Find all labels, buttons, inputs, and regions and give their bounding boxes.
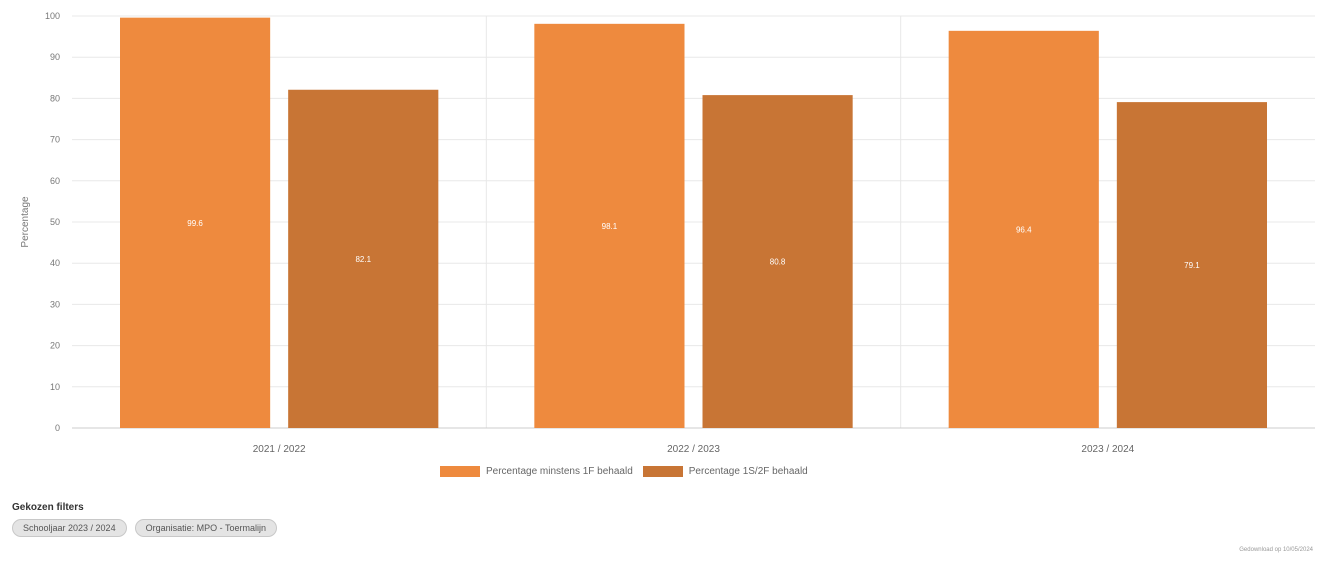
y-tick-label: 70 xyxy=(50,135,60,145)
bar xyxy=(288,89,439,429)
legend-label-series-2: Percentage 1S/2F behaald xyxy=(688,466,808,477)
filters-title: Gekozen filters xyxy=(12,502,84,513)
bar xyxy=(948,30,1099,428)
y-tick-label: 0 xyxy=(55,423,60,433)
bar xyxy=(1116,102,1267,428)
legend-item-series-1[interactable]: Percentage minstens 1F behaald xyxy=(440,466,633,477)
filter-chip-organisation[interactable]: Organisatie: MPO - Toermalijn xyxy=(134,519,277,537)
y-tick-label: 80 xyxy=(50,93,60,103)
legend-swatch-series-2 xyxy=(642,466,683,477)
chart-legend: Percentage minstens 1F behaald Percentag… xyxy=(440,466,808,477)
x-tick-label: 2021 / 2022 xyxy=(253,444,306,455)
bar xyxy=(120,17,271,428)
bar-data-label: 79.1 xyxy=(1184,261,1200,270)
y-axis-label: Percentage xyxy=(20,196,31,248)
bar-data-label: 96.4 xyxy=(1016,225,1032,234)
legend-swatch-series-1 xyxy=(440,466,480,477)
y-tick-label: 40 xyxy=(50,258,60,268)
bar xyxy=(702,95,853,428)
bar-data-label: 82.1 xyxy=(355,255,371,264)
chosen-filters: Gekozen filters Schooljaar 2023 / 2024 O… xyxy=(12,502,277,537)
x-tick-label: 2022 / 2023 xyxy=(667,444,720,455)
y-tick-label: 60 xyxy=(50,176,60,186)
bar xyxy=(534,23,685,428)
download-date: Gedownload op 10/05/2024 xyxy=(1239,547,1313,553)
bar-data-label: 99.6 xyxy=(187,219,203,228)
bar-data-label: 98.1 xyxy=(602,222,618,231)
y-tick-label: 50 xyxy=(50,217,60,227)
bar-data-label: 80.8 xyxy=(770,258,786,267)
legend-item-series-2[interactable]: Percentage 1S/2F behaald xyxy=(642,466,808,477)
legend-label-series-1: Percentage minstens 1F behaald xyxy=(486,466,633,477)
y-tick-label: 90 xyxy=(50,52,60,62)
filter-chip-schoolyear[interactable]: Schooljaar 2023 / 2024 xyxy=(12,519,127,537)
y-tick-label: 20 xyxy=(50,341,60,351)
x-tick-label: 2023 / 2024 xyxy=(1081,444,1134,455)
y-tick-label: 100 xyxy=(45,11,60,21)
y-tick-label: 30 xyxy=(50,299,60,309)
bar-chart: 0 10 20 30 40 50 60 70 80 90 100 99.6 82.1 2021 / 202… xyxy=(20,11,1315,455)
y-tick-label: 10 xyxy=(50,382,60,392)
